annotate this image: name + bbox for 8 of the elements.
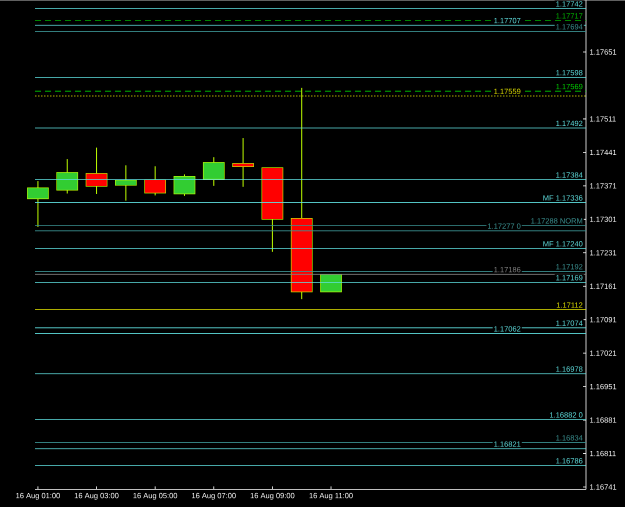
candlestick [86, 146, 108, 194]
candlestick [115, 164, 137, 201]
candlestick [144, 166, 166, 196]
candlestick [56, 158, 78, 194]
candlestick [202, 156, 225, 186]
candlestick [174, 174, 196, 196]
candlestick [232, 137, 254, 188]
candlestick [27, 180, 49, 228]
